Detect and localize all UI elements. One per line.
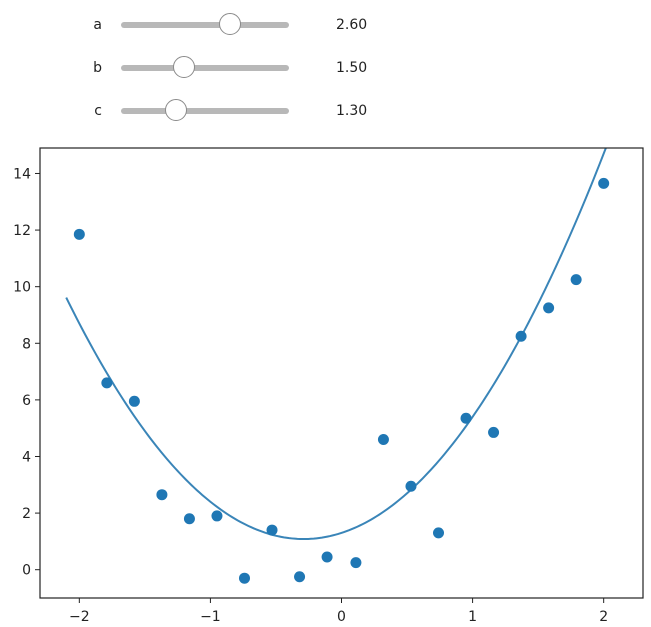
x-tick-label: 1 (468, 609, 477, 625)
data-point (543, 302, 555, 314)
y-tick-label: 10 (13, 280, 31, 296)
data-point (405, 480, 417, 492)
slider-track-c[interactable] (121, 99, 289, 121)
data-point (101, 377, 113, 389)
data-point (570, 274, 582, 286)
data-point (294, 571, 306, 583)
data-point (460, 412, 472, 424)
slider-row-c: c 1.30 (0, 96, 400, 126)
data-point (238, 572, 250, 584)
data-point (321, 551, 333, 563)
y-tick-label: 6 (22, 393, 31, 409)
plot-content (65, 148, 610, 584)
y-tick-label: 8 (22, 336, 31, 352)
x-tick-label: 2 (599, 609, 608, 625)
data-point (183, 513, 195, 525)
y-tick-label: 14 (13, 166, 31, 182)
y-tick-label: 4 (22, 449, 31, 465)
slider-track-b[interactable] (121, 56, 289, 78)
data-point (266, 524, 278, 536)
slider-handle-a[interactable] (219, 13, 242, 35)
x-tick-label: 0 (337, 609, 346, 625)
slider-handle-b[interactable] (173, 56, 195, 78)
data-point (73, 228, 85, 240)
slider-row-b: b 1.50 (0, 53, 400, 83)
y-tick-label: 2 (22, 506, 31, 522)
data-point (377, 434, 389, 446)
x-tick-label: −1 (200, 609, 221, 625)
y-tick-label: 12 (13, 223, 31, 239)
plot-frame (39, 147, 644, 599)
slider-value-b: 1.50 (336, 60, 368, 76)
slider-handle-c[interactable] (164, 99, 187, 121)
data-point (211, 510, 223, 522)
slider-label-c: c (94, 103, 102, 119)
slider-value-a: 2.60 (336, 17, 368, 33)
slider-track-a[interactable] (121, 13, 289, 35)
data-point (433, 527, 445, 539)
slider-value-c: 1.30 (336, 103, 368, 119)
data-point (350, 557, 362, 569)
data-point (128, 395, 140, 407)
y-tick-label: 0 (22, 563, 31, 579)
slider-label-b: b (93, 60, 102, 76)
data-point (598, 177, 610, 189)
slider-row-a: a 2.60 (0, 10, 400, 40)
data-point (156, 489, 168, 501)
data-point (488, 426, 500, 438)
slider-label-a: a (93, 17, 102, 33)
data-point (515, 330, 527, 342)
fit-curve (65, 148, 607, 541)
x-tick-label: −2 (69, 609, 90, 625)
